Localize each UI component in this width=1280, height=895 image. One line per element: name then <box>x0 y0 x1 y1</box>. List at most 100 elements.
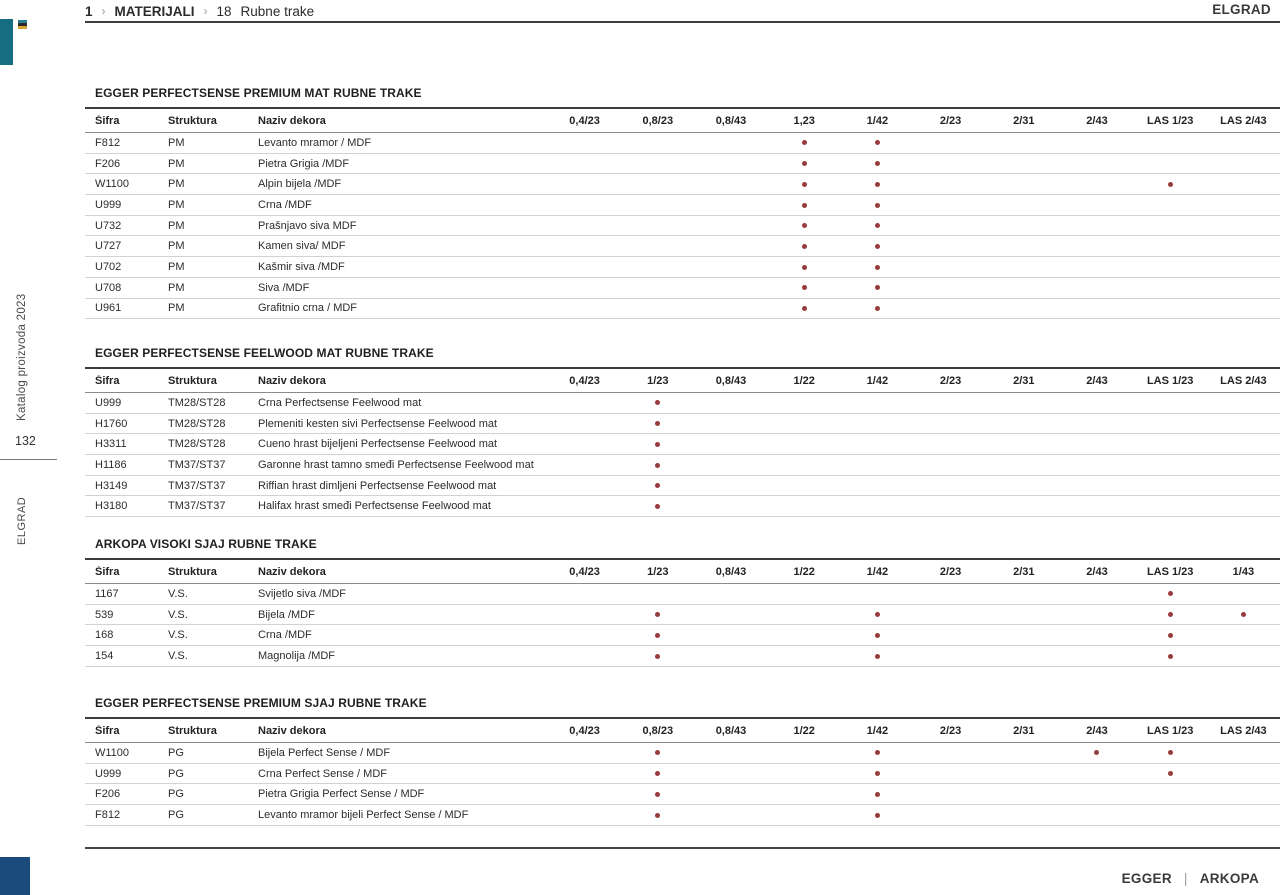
availability-dot-icon <box>655 750 661 756</box>
column-header: 2/43 <box>1086 114 1108 127</box>
column-header: LAS 1/23 <box>1146 374 1194 387</box>
column-header: Struktura <box>168 565 217 578</box>
availability-cell <box>1134 609 1207 621</box>
cell-code: W1100 <box>95 746 130 759</box>
table-row: U708 PM Siva /MDF <box>85 278 1280 299</box>
availability-dot-icon <box>655 441 661 447</box>
availability-dot-icon <box>1240 612 1246 618</box>
availability-cell <box>841 302 914 314</box>
availability-dot-icon <box>1167 181 1173 187</box>
column-header: Šifra <box>95 374 120 387</box>
column-header: 1/22 <box>793 374 815 387</box>
availability-cell <box>841 768 914 780</box>
cell-structure: PM <box>168 157 185 170</box>
table-row: F812 PM Levanto mramor / MDF <box>85 133 1280 154</box>
availability-cell <box>621 480 694 492</box>
cell-decor: Pietra Grigia Perfect Sense / MDF <box>258 788 425 801</box>
cell-structure: PG <box>168 788 184 801</box>
column-header: LAS 1/23 <box>1146 724 1194 737</box>
column-header: LAS 2/43 <box>1220 724 1267 737</box>
availability-dot-icon <box>801 181 807 187</box>
column-header: Šifra <box>95 114 120 127</box>
availability-dot-icon <box>874 243 880 249</box>
availability-cell <box>1134 588 1207 600</box>
column-header: 1/42 <box>866 565 889 578</box>
cell-structure: PM <box>168 302 185 315</box>
column-header: LAS 1/23 <box>1146 565 1194 578</box>
table-row: U999 PM Crna /MDF <box>85 195 1280 216</box>
column-header: 0,8/23 <box>642 114 674 127</box>
cell-decor: Cueno hrast bijeljeni Perfectsense Feelw… <box>258 438 498 451</box>
cell-decor: Alpin bijela /MDF <box>258 178 342 191</box>
cell-decor: Garonne hrast tamno smeđi Perfectsense F… <box>258 458 534 471</box>
cell-code: H1760 <box>95 417 128 430</box>
availability-cell <box>621 438 694 450</box>
availability-cell <box>841 240 914 252</box>
availability-cell <box>621 397 694 409</box>
column-header: 1/42 <box>866 114 889 127</box>
cell-code: W1100 <box>95 178 130 191</box>
column-header: Naziv dekora <box>258 565 326 578</box>
availability-dot-icon <box>655 791 661 797</box>
availability-dot-icon <box>655 421 661 427</box>
availability-cell <box>841 158 914 170</box>
availability-cell <box>768 178 841 190</box>
column-header: 0,4/23 <box>569 565 600 578</box>
table-row: H3311 TM28/ST28 Cueno hrast bijeljeni Perf… <box>85 434 1280 456</box>
footer-separator: | <box>1183 871 1188 886</box>
column-header: 1/23 <box>647 565 669 578</box>
cell-structure: TM28/ST28 <box>168 417 226 430</box>
availability-cell <box>768 220 841 232</box>
column-header: 2/31 <box>1013 565 1035 578</box>
availability-cell <box>768 199 841 211</box>
availability-cell <box>1134 747 1207 759</box>
availability-dot-icon <box>801 264 807 270</box>
cell-decor: Kamen siva/ MDF <box>258 240 346 253</box>
availability-cell <box>841 747 914 759</box>
availability-cell <box>621 788 694 800</box>
table-arkopa-visoki-sjaj: ARKOPA VISOKI SJAJ RUBNE TRAKE Šifra Stru… <box>85 536 1280 667</box>
availability-dot-icon <box>655 400 661 406</box>
availability-cell <box>621 650 694 662</box>
table-row: 1167 V.S. Svijetlo siva /MDF <box>85 584 1280 605</box>
availability-cell <box>768 137 841 149</box>
table-row: H1760 TM28/ST28 Plemeniti kesten sivi Perf… <box>85 414 1280 435</box>
column-header: LAS 2/43 <box>1220 114 1267 127</box>
cell-structure: PM <box>168 260 185 273</box>
cell-code: U999 <box>95 767 122 780</box>
table-premium-sjaj: EGGER PERFECTSENSE PREMIUM SJAJ RUBNE TR… <box>85 695 1280 826</box>
availability-dot-icon <box>874 202 880 208</box>
availability-cell <box>841 650 914 662</box>
cell-structure: TM37/ST37 <box>168 500 226 513</box>
mini-flag-icon <box>18 20 27 29</box>
table-row: F206 PG Pietra Grigia Perfect Sense / MDF <box>85 784 1280 806</box>
cell-decor: Siva /MDF <box>258 281 310 294</box>
table-row: 168 V.S. Crna /MDF <box>85 625 1280 647</box>
table-header-row: Šifra Struktura Naziv dekora 0,4/23 0,8/23 0,… <box>85 109 1280 133</box>
cell-code: 539 <box>95 608 114 621</box>
availability-dot-icon <box>874 223 880 229</box>
availability-cell <box>1134 650 1207 662</box>
availability-cell <box>768 158 841 170</box>
table-header-row: Šifra Struktura Naziv dekora 0,4/23 1/23 0,8/… <box>85 560 1280 584</box>
cell-structure: PG <box>168 767 184 780</box>
sidebar-divider <box>0 459 57 460</box>
column-header: 0,8/43 <box>715 114 747 127</box>
column-header: Šifra <box>95 724 120 737</box>
availability-cell <box>841 809 914 821</box>
footer-brand-egger: EGGER <box>1121 871 1172 886</box>
availability-cell <box>1134 178 1207 190</box>
availability-cell <box>841 220 914 232</box>
column-header: 1/23 <box>647 374 669 387</box>
availability-dot-icon <box>874 771 880 777</box>
cell-decor: Grafitnio crna / MDF <box>258 302 358 315</box>
cell-decor: Bijela /MDF <box>258 608 315 621</box>
cell-code: F206 <box>95 788 121 801</box>
cell-structure: PM <box>168 178 185 191</box>
column-header: LAS 1/23 <box>1146 114 1194 127</box>
cell-code: H1186 <box>95 458 127 471</box>
bottom-divider <box>85 847 1280 849</box>
cell-structure: TM28/ST28 <box>168 396 226 409</box>
table-row: H3149 TM37/ST37 Riffian hrast dimljeni Per… <box>85 476 1280 497</box>
availability-cell <box>621 459 694 471</box>
